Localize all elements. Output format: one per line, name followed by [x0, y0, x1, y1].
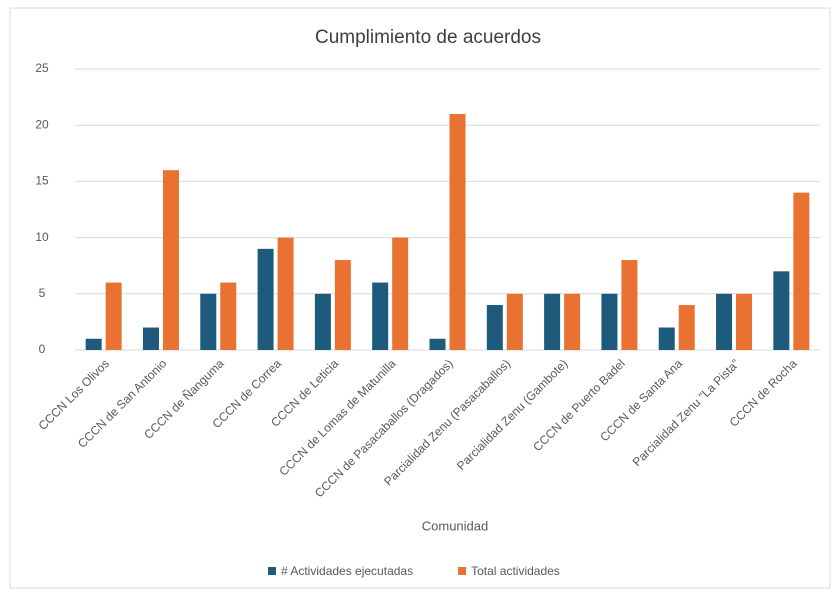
- y-tick-label: 0: [39, 342, 46, 356]
- bar: [506, 293, 523, 350]
- y-tick-label: 5: [39, 286, 46, 300]
- bar: [142, 327, 159, 350]
- bar: [277, 237, 294, 350]
- legend-swatch: [268, 567, 276, 575]
- chart-frame: [9, 7, 831, 589]
- bar: [621, 260, 638, 350]
- y-tick-label: 25: [35, 61, 49, 75]
- y-tick-label: 20: [35, 117, 49, 131]
- bar: [449, 113, 466, 351]
- bar: [773, 271, 790, 350]
- bar: [716, 293, 733, 350]
- bar: [564, 293, 581, 350]
- bar: [372, 282, 389, 350]
- bar: [736, 293, 753, 350]
- y-tick-label: 15: [35, 174, 49, 188]
- bar: [658, 327, 675, 350]
- chart-title: Cumplimiento de acuerdos: [315, 27, 541, 48]
- bar: [793, 192, 810, 350]
- y-tick-label: 10: [35, 230, 49, 244]
- bar: [314, 293, 331, 350]
- legend-label: # Actividades ejecutadas: [281, 564, 413, 578]
- bar: [200, 293, 217, 350]
- bar: [334, 260, 351, 350]
- bar: [678, 305, 695, 350]
- bar: [601, 293, 618, 350]
- bar: [220, 282, 237, 350]
- bar: [105, 282, 122, 350]
- bar: [162, 170, 179, 350]
- x-axis-title: Comunidad: [422, 518, 489, 533]
- legend-label: Total actividades: [471, 564, 560, 578]
- bar: [257, 248, 274, 350]
- bar: [392, 237, 409, 350]
- bar: [486, 305, 503, 350]
- legend-swatch: [458, 567, 467, 575]
- bar: [544, 293, 561, 350]
- bar: [429, 338, 446, 350]
- bar: [85, 338, 102, 350]
